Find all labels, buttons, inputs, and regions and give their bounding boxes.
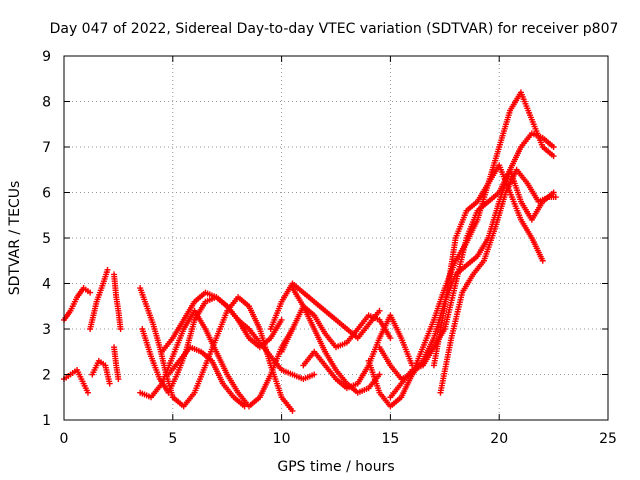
series-track-m	[278, 303, 394, 355]
y-tick-label: 1	[42, 413, 51, 429]
data-point	[552, 194, 559, 201]
series-track-c	[87, 266, 111, 332]
data-point	[387, 335, 394, 342]
grid	[64, 56, 608, 420]
data-point	[104, 266, 111, 273]
data-point	[241, 403, 248, 410]
series-track-f	[111, 344, 122, 383]
y-tick-label: 9	[42, 49, 51, 65]
y-tick-label: 6	[42, 186, 51, 202]
y-tick-label: 4	[42, 277, 51, 293]
x-axis-label: GPS time / hours	[277, 459, 394, 475]
series-track-o	[300, 312, 416, 392]
series-track-n	[289, 285, 383, 396]
data-point	[289, 407, 296, 414]
data-point	[550, 153, 557, 160]
series-track-k	[165, 344, 248, 410]
x-tick-label: 15	[381, 431, 399, 447]
y-axis-label: SDTVAR / TECUs	[7, 181, 23, 296]
y-tick-label: 8	[42, 95, 51, 111]
series-track-j	[158, 289, 318, 383]
series-track-i	[137, 307, 296, 410]
chart-title: Day 047 of 2022, Sidereal Day-to-day VTE…	[50, 21, 619, 37]
y-tick-label: 3	[42, 322, 51, 338]
series-track-d	[89, 357, 113, 387]
data-point	[376, 307, 383, 314]
y-tick-label: 7	[42, 140, 51, 156]
x-tick-label: 25	[599, 431, 617, 447]
data-point	[311, 371, 318, 378]
x-tick-label: 5	[168, 431, 177, 447]
data-point	[106, 380, 113, 387]
y-tick-label: 5	[42, 231, 51, 247]
series-track-l	[267, 280, 383, 342]
y-tick-label: 2	[42, 368, 51, 384]
data-point	[84, 389, 91, 396]
data-point	[87, 289, 94, 296]
data-points	[61, 89, 559, 414]
data-point	[539, 257, 546, 264]
axis-ticks: 0 5 10 15 20 25 1 2 3 4 5 6 7 8 9	[42, 49, 617, 447]
series-track-s	[430, 162, 546, 369]
data-point	[117, 326, 124, 332]
x-tick-label: 10	[273, 431, 291, 447]
data-point	[115, 376, 122, 383]
x-tick-label: 20	[490, 431, 508, 447]
x-tick-label: 0	[60, 431, 69, 447]
data-point	[376, 371, 383, 378]
data-point	[278, 316, 285, 323]
data-point	[550, 144, 557, 150]
series-track-t	[437, 166, 559, 396]
series-track-e	[111, 271, 124, 332]
